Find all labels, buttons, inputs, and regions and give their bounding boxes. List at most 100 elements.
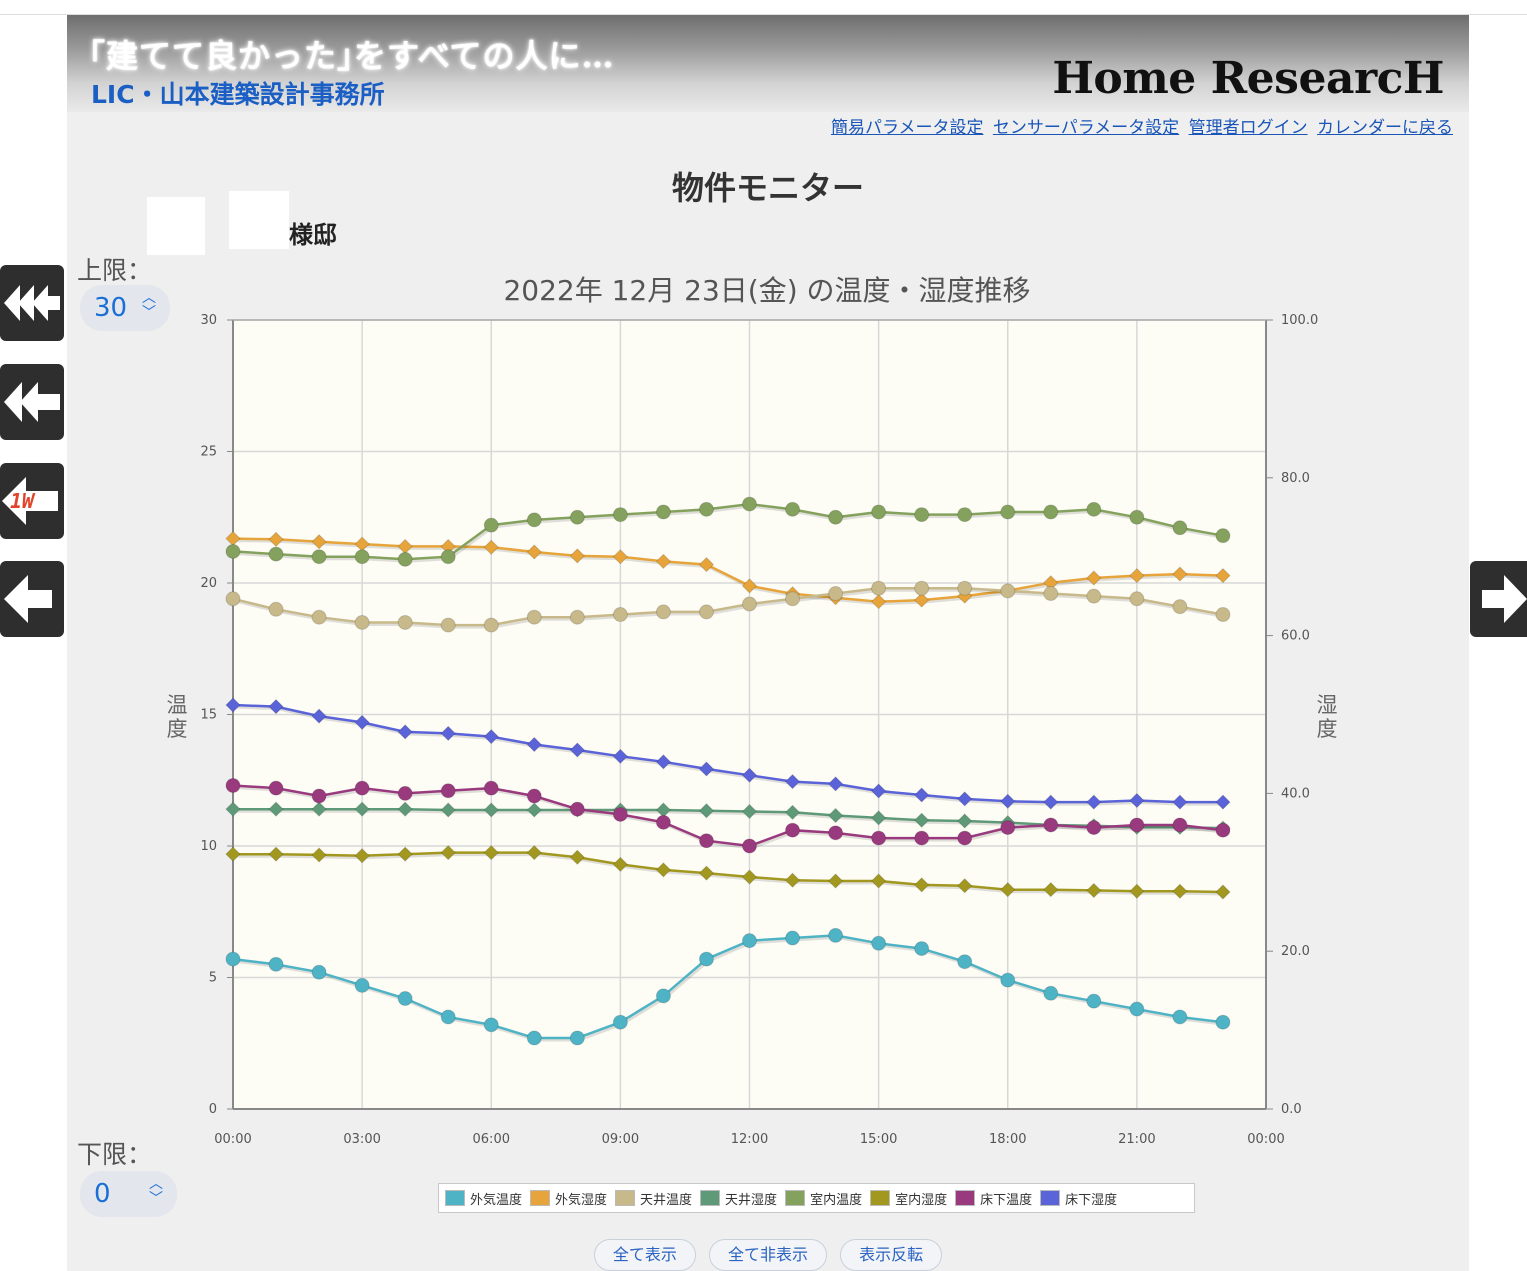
data-point[interactable] [1086, 993, 1102, 1009]
data-point[interactable] [569, 609, 585, 625]
data-point[interactable] [655, 504, 671, 520]
data-point[interactable] [440, 725, 456, 742]
data-point[interactable] [1043, 586, 1059, 602]
data-point[interactable] [828, 509, 844, 525]
data-point[interactable] [225, 697, 241, 713]
data-point[interactable] [268, 601, 284, 617]
data-point[interactable] [1129, 883, 1145, 899]
data-point[interactable] [311, 609, 327, 625]
legend-item[interactable]: 外気湿度 [530, 1189, 607, 1208]
data-point[interactable] [354, 714, 370, 731]
data-point[interactable] [784, 773, 801, 790]
data-point[interactable] [655, 604, 671, 620]
data-point[interactable] [1000, 504, 1016, 520]
data-point[interactable] [268, 801, 284, 817]
data-point[interactable] [483, 539, 499, 555]
data-point[interactable] [913, 787, 930, 803]
data-point[interactable] [440, 617, 456, 633]
data-point[interactable] [354, 801, 370, 817]
data-point[interactable] [397, 785, 413, 801]
data-point[interactable] [870, 873, 887, 889]
data-point[interactable] [784, 872, 801, 888]
data-point[interactable] [828, 586, 844, 602]
data-point[interactable] [354, 614, 370, 630]
data-point[interactable] [655, 814, 671, 830]
data-point[interactable] [311, 534, 327, 550]
data-point[interactable] [569, 509, 585, 525]
data-point[interactable] [354, 549, 370, 565]
data-point[interactable] [871, 935, 887, 951]
data-point[interactable] [569, 849, 586, 866]
back-to-calendar-link[interactable]: カレンダーに戻る [1317, 118, 1453, 138]
data-point[interactable] [526, 544, 542, 560]
data-point[interactable] [354, 780, 370, 796]
data-point[interactable] [268, 698, 284, 715]
data-point[interactable] [913, 592, 930, 608]
data-point[interactable] [1043, 881, 1059, 898]
data-point[interactable] [1129, 817, 1145, 833]
data-point[interactable] [698, 951, 714, 967]
data-point[interactable] [1129, 509, 1145, 525]
data-point[interactable] [483, 617, 499, 633]
legend-item[interactable]: 床下湿度 [1040, 1189, 1117, 1208]
data-point[interactable] [1000, 793, 1016, 809]
data-point[interactable] [354, 977, 370, 993]
data-point[interactable] [1086, 820, 1102, 836]
data-point[interactable] [870, 810, 887, 826]
data-point[interactable] [483, 844, 499, 861]
data-point[interactable] [913, 877, 930, 893]
data-point[interactable] [1086, 588, 1102, 604]
data-point[interactable] [612, 507, 628, 523]
data-point[interactable] [311, 788, 327, 804]
data-point[interactable] [1043, 794, 1059, 810]
data-point[interactable] [483, 780, 499, 796]
data-point[interactable] [1000, 881, 1016, 898]
data-point[interactable] [268, 531, 284, 548]
data-point[interactable] [957, 791, 973, 807]
data-point[interactable] [612, 856, 629, 873]
data-point[interactable] [827, 873, 844, 889]
data-point[interactable] [741, 803, 758, 820]
data-point[interactable] [1172, 794, 1188, 810]
data-point[interactable] [698, 556, 715, 573]
sensor-param-link[interactable]: センサーパラメータ設定 [992, 118, 1180, 138]
legend-item[interactable]: 外気温度 [445, 1189, 522, 1208]
data-point[interactable] [1172, 1009, 1188, 1025]
data-point[interactable] [225, 778, 241, 794]
data-point[interactable] [741, 578, 758, 594]
data-point[interactable] [742, 596, 757, 612]
data-point[interactable] [612, 806, 628, 822]
data-point[interactable] [225, 846, 241, 862]
data-point[interactable] [870, 593, 887, 610]
data-point[interactable] [612, 607, 628, 623]
data-point[interactable] [483, 517, 499, 533]
data-point[interactable] [957, 507, 973, 523]
data-point[interactable] [957, 878, 973, 894]
data-point[interactable] [569, 742, 586, 758]
data-point[interactable] [526, 736, 542, 753]
data-point[interactable] [655, 988, 671, 1004]
data-point[interactable] [526, 512, 542, 528]
data-point[interactable] [742, 838, 757, 854]
data-point[interactable] [1172, 566, 1188, 582]
data-point[interactable] [268, 846, 284, 862]
data-point[interactable] [742, 933, 757, 949]
data-point[interactable] [612, 748, 629, 765]
data-point[interactable] [397, 724, 413, 740]
data-point[interactable] [698, 501, 714, 517]
data-point[interactable] [1043, 817, 1059, 833]
data-point[interactable] [1043, 985, 1059, 1001]
data-point[interactable] [1086, 882, 1102, 899]
data-point[interactable] [870, 783, 887, 799]
upper-limit-stepper[interactable]: 30 ︿ ﹀ [80, 285, 170, 331]
data-point[interactable] [1215, 794, 1231, 810]
data-point[interactable] [741, 869, 758, 885]
data-point[interactable] [526, 1030, 542, 1046]
data-point[interactable] [483, 728, 499, 745]
data-point[interactable] [1086, 794, 1102, 810]
data-point[interactable] [698, 803, 715, 819]
data-point[interactable] [397, 614, 413, 630]
data-point[interactable] [828, 825, 844, 841]
data-point[interactable] [698, 604, 714, 620]
data-point[interactable] [225, 951, 241, 967]
